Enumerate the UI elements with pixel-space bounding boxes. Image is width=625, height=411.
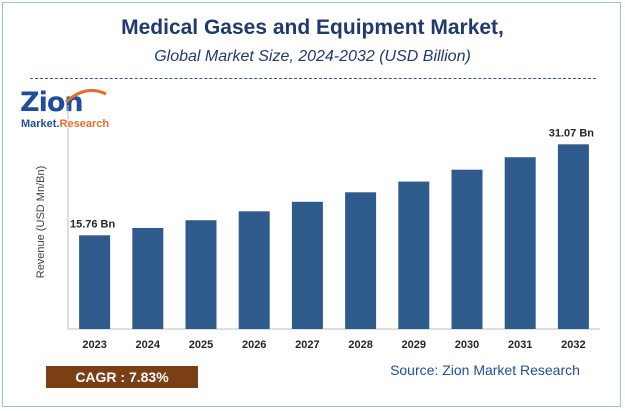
bar-2028 [345,192,377,329]
logo-subtext-prefix: Market. [21,118,60,130]
logo-swoosh-icon [64,88,107,104]
x-tick-label-2031: 2031 [508,339,532,351]
zion-logo: Zion Market.Research [20,87,109,131]
x-tick-label-2028: 2028 [348,339,372,351]
x-tick-label-2027: 2027 [295,339,319,351]
bar-2027 [291,201,323,329]
bar-2029 [398,181,430,329]
bar-2026 [238,211,270,329]
x-tick-label-2029: 2029 [402,339,426,351]
bar-2025 [185,220,217,329]
logo-wordmark: Zion [20,87,84,118]
data-label-2032: 31.07 Bn [549,127,595,139]
bar-2032 [557,144,589,329]
x-tick-label-2023: 2023 [82,339,106,351]
bar-2023 [79,235,111,329]
y-axis-label: Revenue (USD Mn/Bn) [35,166,47,279]
x-tick-label-2024: 2024 [136,339,161,351]
source-note: Source: Zion Market Research [390,362,580,378]
bar-2031 [504,157,536,329]
chart-title: Medical Gases and Equipment Market, [121,16,504,39]
x-tick-label-2025: 2025 [189,339,213,351]
logo-subtext-suffix: Research [59,118,110,130]
chart-subtitle: Global Market Size, 2024-2032 (USD Billi… [154,48,471,65]
bar-2024 [132,227,164,329]
bar-2030 [451,169,483,329]
x-tick-label-2032: 2032 [561,339,585,351]
title-divider [30,78,596,79]
chart-frame [2,2,621,407]
logo-subtext: Market.Research [21,118,109,130]
x-tick-label-2030: 2030 [455,339,479,351]
cagr-badge: CAGR : 7.83% [46,366,198,388]
x-tick-label-2026: 2026 [242,339,266,351]
data-label-2023: 15.76 Bn [70,218,116,230]
